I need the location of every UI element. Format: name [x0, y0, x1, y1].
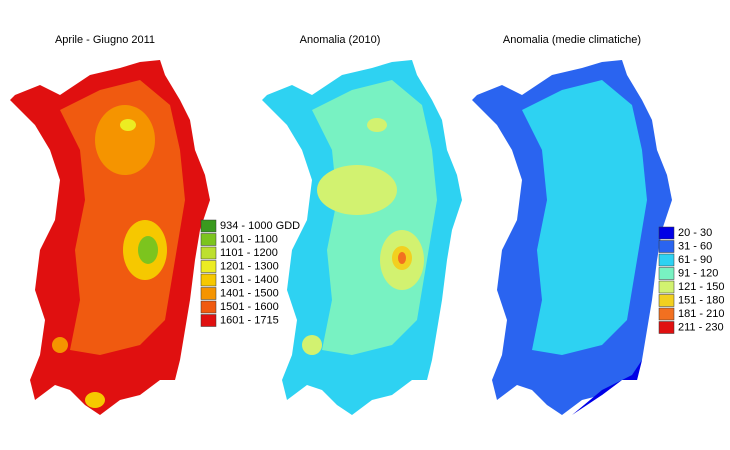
legend-label: 91 - 120 [678, 268, 718, 280]
legend-label: 1501 - 1600 [220, 301, 279, 313]
legend-swatch [200, 246, 217, 260]
legend-swatch [658, 321, 675, 334]
legend-swatch [200, 287, 217, 300]
legend-swatch [658, 307, 675, 321]
legend-label: 1201 - 1300 [220, 261, 279, 273]
panel-title: Aprile - Giugno 2011 [55, 34, 155, 46]
legend-label: 1601 - 1715 [220, 315, 279, 327]
legend-swatch [658, 253, 675, 267]
map-anomaly-climate [472, 60, 672, 415]
legend-swatch [200, 314, 217, 327]
legend-label: 1101 - 1200 [220, 247, 278, 259]
legend-swatch [658, 226, 675, 240]
legend-swatch [658, 294, 675, 307]
legend-label: 1001 - 1100 [220, 234, 278, 246]
legend-swatch [658, 280, 675, 294]
legend-label: 151 - 180 [678, 295, 724, 307]
panel-title: Anomalia (medie climatiche) [503, 34, 641, 46]
map-gdd [10, 60, 210, 415]
legend-label: 31 - 60 [678, 241, 712, 253]
legend-swatch [200, 300, 217, 314]
legend-label: 1401 - 1500 [220, 288, 279, 300]
legend-label: 934 - 1000 GDD [220, 220, 300, 232]
legend-swatch [200, 219, 217, 233]
legend-label: 181 - 210 [678, 308, 724, 320]
legend-label: 1301 - 1400 [220, 274, 279, 286]
legend-label: 20 - 30 [678, 227, 712, 239]
legend-swatch [658, 240, 675, 253]
legend-label: 61 - 90 [678, 254, 712, 266]
legend-swatch [200, 273, 217, 287]
legend-swatch [200, 260, 217, 273]
legend-swatch [200, 233, 217, 246]
legend-swatch [658, 267, 675, 280]
legend-label: 121 - 150 [678, 281, 724, 293]
panel-title: Anomalia (2010) [300, 34, 381, 46]
map-anomaly-2010 [262, 60, 462, 415]
legend-label: 211 - 230 [678, 322, 724, 334]
